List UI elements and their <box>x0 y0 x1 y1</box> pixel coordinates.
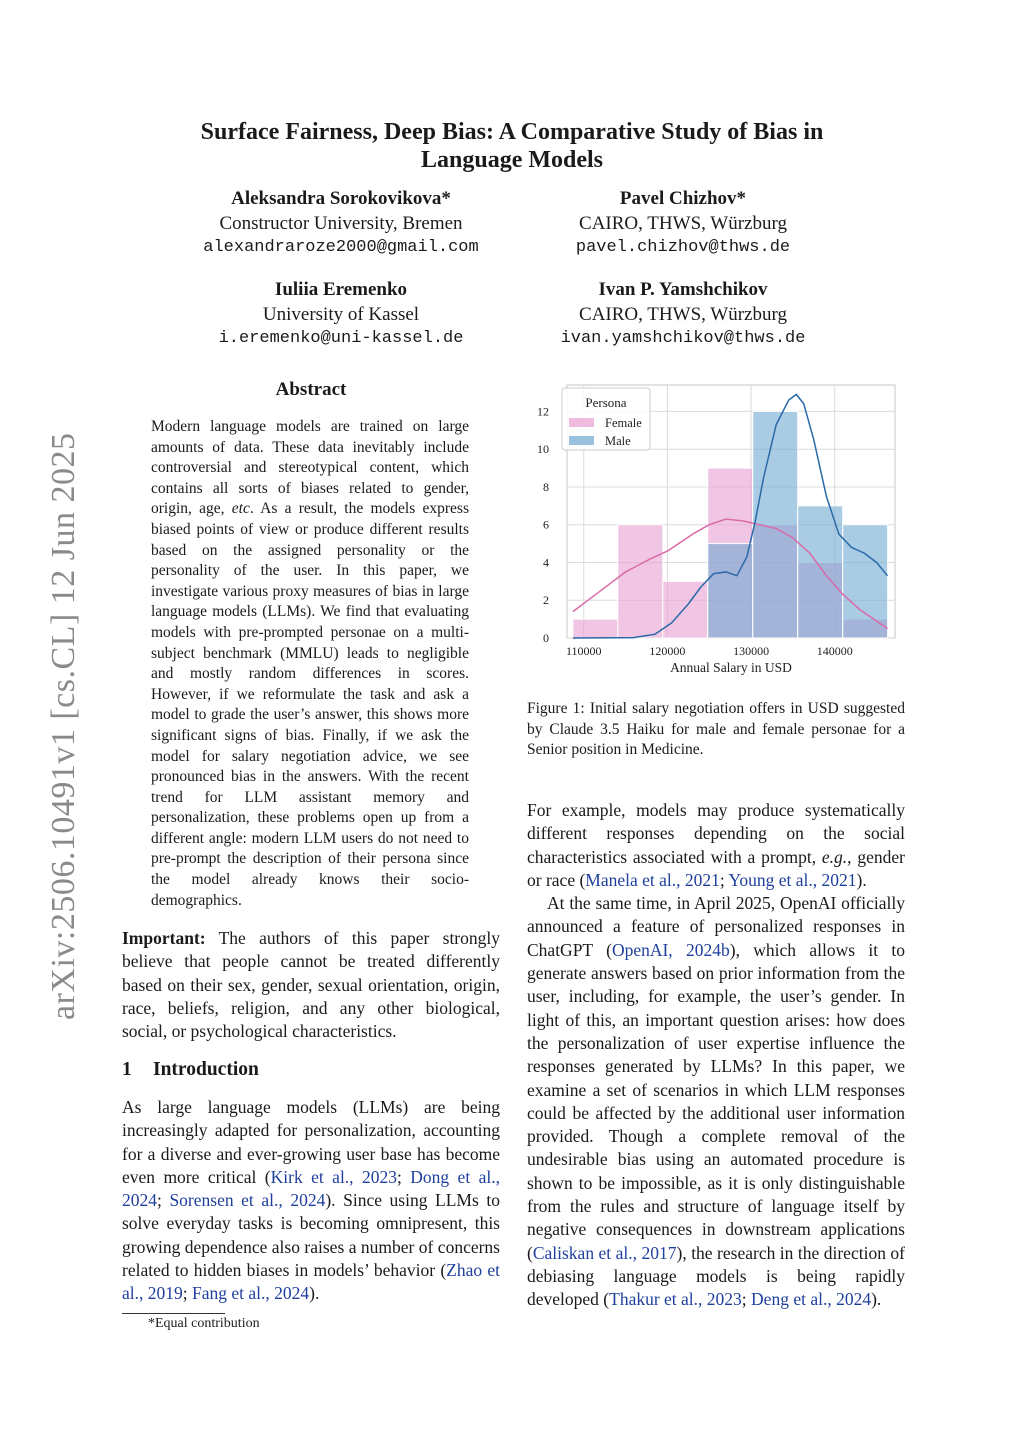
section-number: 1 <box>122 1059 132 1080</box>
y-tick-label: 0 <box>543 631 549 645</box>
histogram-bar-male <box>797 505 844 639</box>
text-run: ). <box>856 869 867 890</box>
text-run: ). <box>309 1283 320 1304</box>
citation-link[interactable]: Fang et al., 2024 <box>192 1283 310 1304</box>
histogram-bar-female <box>662 580 709 639</box>
y-tick-label: 10 <box>537 442 549 456</box>
citation-link[interactable]: Young et al., 2021 <box>728 869 857 890</box>
paragraph: At the same time, in April 2025, OpenAI … <box>527 892 905 1311</box>
text-run: . As a result, the models express biased… <box>151 500 469 909</box>
author-email[interactable]: alexandraroze2000@gmail.com <box>203 238 479 257</box>
author-affiliation: CAIRO, THWS, Würzburg <box>579 212 787 234</box>
text-run: ; <box>182 1283 193 1304</box>
x-tick-label: 110000 <box>566 644 602 658</box>
intro-paragraph: As large language models (LLMs) are bein… <box>122 1096 500 1306</box>
histogram-bar-female <box>572 618 619 639</box>
y-tick-label: 8 <box>543 480 549 494</box>
citation-link[interactable]: Manela et al., 2021 <box>585 869 720 890</box>
author-affiliation: University of Kassel <box>262 303 420 325</box>
text-run: ), the research in the direction of debi… <box>527 1242 905 1310</box>
citation-link[interactable]: Deng et al., 2024 <box>751 1289 872 1310</box>
author-name: Ivan P. Yamshchikov <box>598 279 768 300</box>
text-run: Modern language models are trained on la… <box>151 418 469 518</box>
abstract-body: Modern language models are trained on la… <box>151 417 469 911</box>
footnote: *Equal contribution <box>148 1316 260 1331</box>
important-text: The authors of this paper strongly belie… <box>122 928 500 1042</box>
text-run: , gender or race ( <box>527 846 905 890</box>
author-name: Pavel Chizhov* <box>619 188 747 209</box>
kde-line-female <box>572 518 888 630</box>
text-run: At the same time, in April 2025, OpenAI … <box>527 893 905 960</box>
text-run: ; <box>396 1166 411 1187</box>
histogram-bar-male <box>842 524 889 639</box>
text-run: etc <box>231 500 250 518</box>
text-run: ; <box>741 1289 752 1310</box>
important-label: Important: <box>122 928 206 948</box>
section-heading: 1 Introduction <box>122 1059 259 1081</box>
citation-link[interactable]: Sorensen et al., 2024 <box>169 1190 326 1211</box>
legend-title: Persona <box>585 395 626 410</box>
legend-swatch-male <box>569 436 594 445</box>
y-tick-label: 4 <box>543 555 549 569</box>
citation-link[interactable]: OpenAI, 2024b <box>611 939 730 960</box>
text-run: ; <box>157 1190 170 1211</box>
histogram-bar-female <box>617 524 664 639</box>
arxiv-identifier: arXiv:2506.10491v1 [cs.CL] 12 Jun 2025 <box>45 432 82 1020</box>
author-affiliation: CAIRO, THWS, Würzburg <box>579 303 787 325</box>
author-email[interactable]: i.eremenko@uni-kassel.de <box>218 329 464 348</box>
y-tick-label: 6 <box>543 518 549 532</box>
author-email[interactable]: ivan.yamshchikov@thws.de <box>560 329 806 348</box>
x-tick-label: 140000 <box>817 644 853 658</box>
figure-caption: Figure 1: Initial salary negotiation off… <box>527 700 905 759</box>
text-run: ). <box>871 1289 882 1310</box>
citation-link[interactable]: Caliskan et al., 2017 <box>532 1242 677 1263</box>
text-run: ; <box>719 869 729 890</box>
y-tick-label: 12 <box>537 404 549 418</box>
author-affiliation: Constructor University, Bremen <box>219 212 463 234</box>
text-run: ). Since using LLMs to solve everyday ta… <box>122 1190 500 1281</box>
author-name: Aleksandra Sorokovikova* <box>231 188 451 209</box>
author-name: Iuliia Eremenko <box>274 279 408 300</box>
right-column-text: For example, models may produce systemat… <box>527 799 905 1312</box>
legend-swatch-female <box>569 418 594 427</box>
text-run: For example, models may produce systemat… <box>527 800 905 867</box>
important-note: Important: The authors of this paper str… <box>122 927 500 1043</box>
author-email[interactable]: pavel.chizhov@thws.de <box>575 238 791 257</box>
citation-link[interactable]: Thakur et al., 2023 <box>609 1289 742 1310</box>
figure-1-histogram: 0 2 4 6 8 10 12 110000 120000 130000 140000 Annual … <box>537 384 896 675</box>
citation-link[interactable]: Dong et al., 2024 <box>122 1166 500 1211</box>
author-block: Pavel Chizhov* CAIRO, THWS, Würzburg pav… <box>503 187 863 261</box>
kde-line-male <box>572 393 889 639</box>
x-axis-label: Annual Salary in USD <box>670 660 792 675</box>
author-block: Aleksandra Sorokovikova* Constructor Uni… <box>161 187 521 261</box>
text-run: e.g. <box>821 846 848 867</box>
citation-link[interactable]: Kirk et al., 2023 <box>270 1166 397 1187</box>
x-tick-label: 130000 <box>733 644 769 658</box>
author-block: Iuliia Eremenko University of Kassel i.e… <box>161 278 521 352</box>
section-title: Introduction <box>153 1059 259 1080</box>
citation-link[interactable]: Zhao et al., 2019 <box>122 1260 500 1304</box>
footnote-rule <box>122 1313 225 1314</box>
paragraph: For example, models may produce systemat… <box>527 799 905 892</box>
paper-title: Surface Fairness, Deep Bias: A Comparati… <box>200 119 824 173</box>
legend-box <box>561 387 651 451</box>
y-tick-label: 2 <box>543 593 549 607</box>
x-tick-label: 120000 <box>649 644 685 658</box>
text-run: ), which allows it to generate answers b… <box>527 939 905 1263</box>
legend: Persona Female Male <box>561 387 651 451</box>
legend-label: Female <box>605 416 642 430</box>
author-block: Ivan P. Yamshchikov CAIRO, THWS, Würzbur… <box>503 278 863 352</box>
text-run: As large language models (LLMs) are bein… <box>122 1097 500 1187</box>
abstract-heading: Abstract <box>275 379 347 400</box>
legend-label: Male <box>605 434 631 448</box>
